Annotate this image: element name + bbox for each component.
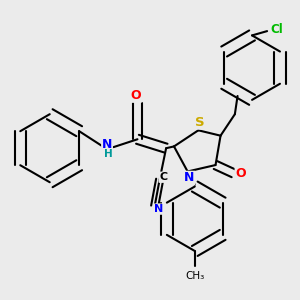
Text: H: H bbox=[104, 149, 113, 159]
Text: N: N bbox=[154, 204, 163, 214]
Text: C: C bbox=[159, 172, 167, 182]
Text: S: S bbox=[195, 116, 204, 129]
Text: O: O bbox=[130, 89, 141, 102]
Text: Cl: Cl bbox=[271, 23, 284, 36]
Text: CH₃: CH₃ bbox=[185, 271, 204, 281]
Text: O: O bbox=[235, 167, 246, 181]
Text: N: N bbox=[184, 171, 195, 184]
Text: N: N bbox=[102, 138, 112, 151]
